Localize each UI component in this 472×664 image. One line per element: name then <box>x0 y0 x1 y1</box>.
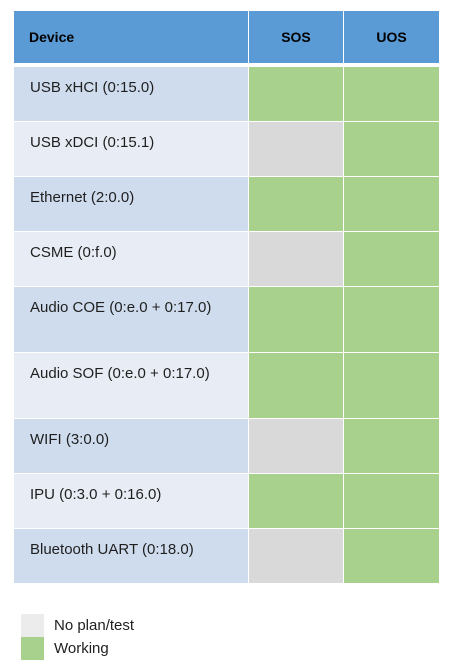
device-name: WIFI (3:0.0) <box>30 431 110 448</box>
device-cell: Audio SOF (0:e.0 + 0:17.0) <box>14 353 249 418</box>
device-cell: USB xDCI (0:15.1) <box>14 122 249 176</box>
device-cell: Bluetooth UART (0:18.0) <box>14 529 249 583</box>
sos-status-cell <box>249 287 344 352</box>
table-row: Ethernet (2:0.0) <box>14 176 439 231</box>
legend-swatch <box>21 614 44 637</box>
table-body: USB xHCI (0:15.0) USB xDCI (0:15.1) Ethern… <box>14 66 439 583</box>
device-cell: IPU (0:3.0 + 0:16.0) <box>14 474 249 528</box>
uos-status-cell <box>344 419 439 473</box>
device-status-table: Device SOS UOS USB xHCI (0:15.0) USB xDCI… <box>14 11 439 583</box>
sos-status-cell <box>249 122 344 176</box>
sos-status-cell <box>249 67 344 121</box>
table-row: Audio COE (0:e.0 + 0:17.0) <box>14 286 439 352</box>
table-row: USB xHCI (0:15.0) <box>14 66 439 121</box>
table-row: CSME (0:f.0) <box>14 231 439 286</box>
device-cell: Audio COE (0:e.0 + 0:17.0) <box>14 287 249 352</box>
uos-status-cell <box>344 122 439 176</box>
uos-status-cell <box>344 353 439 418</box>
table-row: Bluetooth UART (0:18.0) <box>14 528 439 583</box>
device-name: USB xHCI (0:15.0) <box>30 79 155 96</box>
legend-item-noplan: No plan/test <box>21 614 134 637</box>
device-cell: USB xHCI (0:15.0) <box>14 67 249 121</box>
device-name: Audio SOF (0:e.0 + 0:17.0) <box>30 365 210 382</box>
header-sos: SOS <box>249 11 344 63</box>
header-uos: UOS <box>376 29 407 45</box>
sos-status-cell <box>249 232 344 286</box>
header-separator <box>14 63 439 66</box>
device-cell: Ethernet (2:0.0) <box>14 177 249 231</box>
header-device: Device <box>14 11 249 63</box>
table-row: WIFI (3:0.0) <box>14 418 439 473</box>
sos-status-cell <box>249 353 344 418</box>
device-name: USB xDCI (0:15.1) <box>30 134 155 151</box>
legend: No plan/test Working <box>21 614 134 660</box>
table-row: Audio SOF (0:e.0 + 0:17.0) <box>14 352 439 418</box>
legend-label: No plan/test <box>54 617 135 634</box>
sos-status-cell <box>249 529 344 583</box>
legend-swatch <box>21 637 44 660</box>
uos-status-cell <box>344 67 439 121</box>
legend-label: Working <box>54 640 109 657</box>
device-cell: WIFI (3:0.0) <box>14 419 249 473</box>
device-name: IPU (0:3.0 + 0:16.0) <box>30 486 162 503</box>
table-row: IPU (0:3.0 + 0:16.0) <box>14 473 439 528</box>
uos-status-cell <box>344 232 439 286</box>
device-name: Bluetooth UART (0:18.0) <box>30 541 194 558</box>
sos-status-cell <box>249 474 344 528</box>
sos-status-cell <box>249 177 344 231</box>
uos-status-cell <box>344 287 439 352</box>
uos-status-cell <box>344 474 439 528</box>
sos-status-cell <box>249 419 344 473</box>
device-name: CSME (0:f.0) <box>30 244 117 261</box>
uos-status-cell <box>344 529 439 583</box>
device-name: Audio COE (0:e.0 + 0:17.0) <box>30 299 212 316</box>
table-header-row: Device SOS UOS <box>14 11 439 63</box>
table-row: USB xDCI (0:15.1) <box>14 121 439 176</box>
uos-status-cell <box>344 177 439 231</box>
device-name: Ethernet (2:0.0) <box>30 189 135 206</box>
device-cell: CSME (0:f.0) <box>14 232 249 286</box>
legend-item-working: Working <box>21 637 134 660</box>
